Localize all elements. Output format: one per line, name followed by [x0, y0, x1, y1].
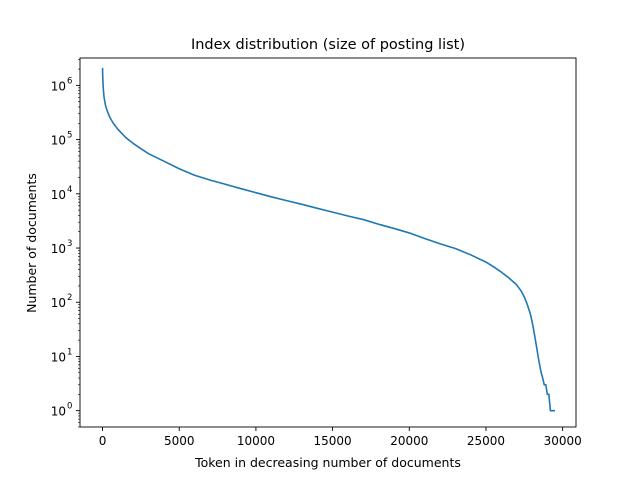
x-tick-label: 0	[99, 434, 107, 448]
y-tick-exponent: 2	[67, 293, 72, 303]
y-tick-exponent: 3	[67, 239, 72, 249]
y-tick-exponent: 0	[67, 402, 72, 412]
y-axis-label: Number of documents	[24, 173, 39, 313]
y-tick-label: 10 0	[51, 402, 73, 419]
y-tick-base: 10	[51, 188, 66, 202]
y-tick-base: 10	[51, 79, 66, 93]
y-tick-base: 10	[51, 405, 66, 419]
x-tick-label: 15000	[314, 434, 352, 448]
y-tick-label: 10 4	[51, 185, 73, 202]
plot-area-frame	[79, 57, 577, 428]
y-tick-label: 10 2	[51, 293, 73, 310]
y-tick-base: 10	[51, 242, 66, 256]
series-line	[101, 67, 555, 412]
y-tick-label: 10 1	[51, 347, 73, 364]
x-tick-label: 20000	[390, 434, 428, 448]
x-axis-label: Token in decreasing number of documents	[194, 455, 461, 470]
y-tick-label: 10 3	[51, 239, 73, 256]
y-tick-exponent: 5	[67, 131, 72, 141]
x-tick-label: 5000	[164, 434, 195, 448]
y-tick-base: 10	[51, 134, 66, 148]
y-tick-base: 10	[51, 350, 66, 364]
plot-lines	[101, 67, 555, 412]
y-tick-base: 10	[51, 296, 66, 310]
x-tick-label: 10000	[237, 434, 275, 448]
y-tick-exponent: 1	[67, 347, 72, 357]
x-axis-ticks: 0 5000 10000 15000 20000 25000 30000	[99, 427, 582, 448]
x-tick-label: 25000	[467, 434, 505, 448]
chart-title: Index distribution (size of posting list…	[191, 37, 465, 53]
y-tick-exponent: 4	[67, 185, 72, 195]
y-tick-exponent: 6	[67, 76, 72, 86]
y-tick-label: 10 5	[51, 131, 73, 148]
x-tick-label: 30000	[544, 434, 582, 448]
y-tick-label: 10 6	[51, 76, 73, 93]
